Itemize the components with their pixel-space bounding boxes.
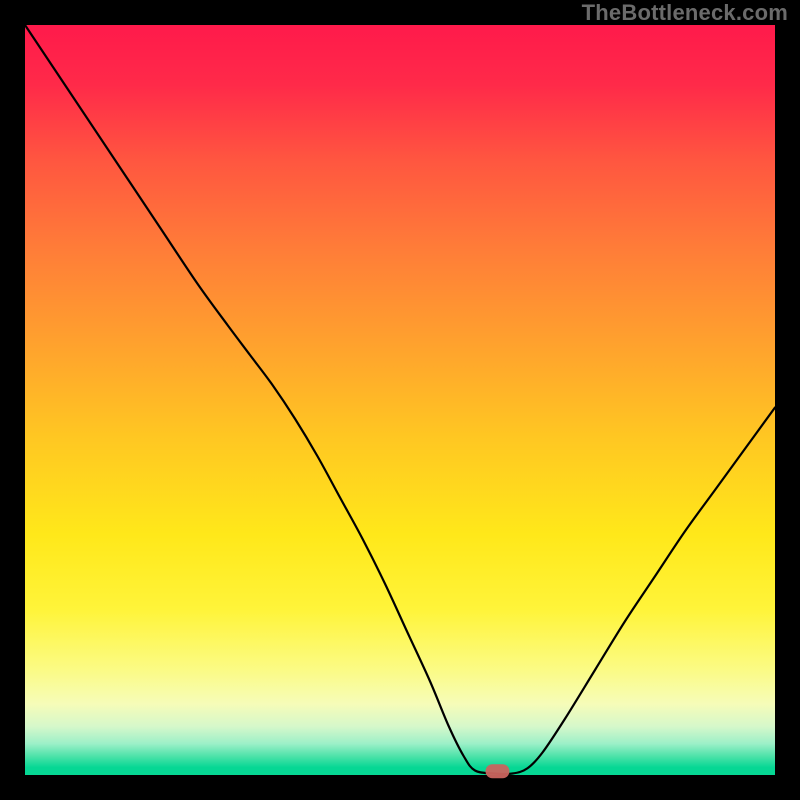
optimum-marker — [486, 764, 510, 778]
chart-stage: TheBottleneck.com — [0, 0, 800, 800]
chart-svg — [0, 0, 800, 800]
watermark-text: TheBottleneck.com — [582, 0, 788, 26]
plot-background — [25, 25, 775, 775]
